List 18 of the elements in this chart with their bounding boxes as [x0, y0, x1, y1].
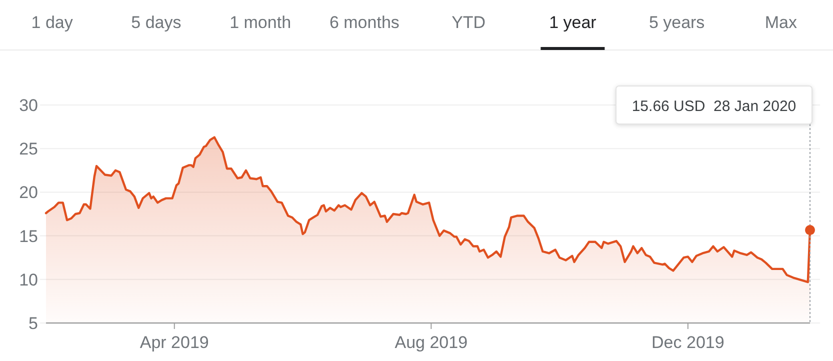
- text: Max: [764, 13, 798, 32]
- y-tick-label: 30: [19, 96, 38, 115]
- x-tick-label: Apr 2019: [140, 333, 209, 352]
- y-tick-label: 25: [19, 140, 38, 159]
- y-tick-label: 15: [19, 226, 38, 246]
- text: YTD: [452, 13, 486, 32]
- annotation: 15.66 USD 28 Jan 2020: [632, 98, 796, 115]
- y-tick-label: 5: [28, 314, 38, 333]
- text: 5 days: [131, 13, 182, 32]
- text: 6 months: [329, 13, 400, 32]
- y-tick-label: 10: [19, 270, 38, 290]
- x-tick-label: Aug 2019: [394, 333, 468, 352]
- text: 1 day: [31, 13, 74, 32]
- y-tick-label: 20: [19, 183, 38, 202]
- text: 5 years: [648, 13, 705, 32]
- x-tick-label: Dec 2019: [652, 333, 724, 352]
- text: 1 year: [549, 13, 597, 32]
- text: 1 month: [230, 13, 292, 32]
